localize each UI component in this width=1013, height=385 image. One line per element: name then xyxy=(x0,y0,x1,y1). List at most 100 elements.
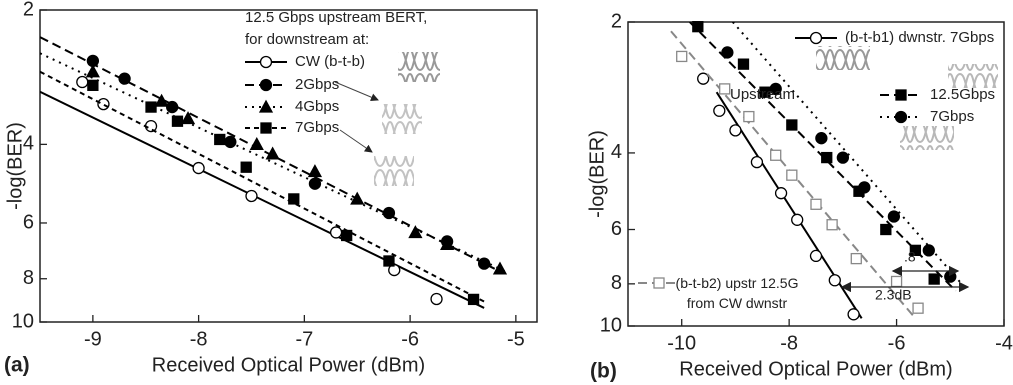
x-tick-label: -8 xyxy=(190,328,208,350)
annotation: .8 xyxy=(904,249,916,265)
marker xyxy=(479,258,490,269)
marker xyxy=(816,133,827,144)
arrow xyxy=(340,130,372,152)
marker xyxy=(945,271,956,282)
y-tick-label: 8 xyxy=(611,272,622,294)
x-tick-label: -8 xyxy=(780,332,798,354)
marker xyxy=(251,138,263,149)
marker xyxy=(146,102,156,112)
panel-label: (a) xyxy=(4,354,30,377)
marker xyxy=(881,225,891,235)
marker xyxy=(431,293,442,304)
marker xyxy=(494,263,506,274)
marker xyxy=(744,112,754,122)
marker xyxy=(77,77,88,88)
plot-frame xyxy=(40,10,537,322)
eye-diagram xyxy=(374,156,414,186)
annotation: 2.3dB xyxy=(875,287,912,303)
legend-label: 4Gbps xyxy=(295,98,339,115)
legend-label: 7Gbps xyxy=(930,108,974,125)
eye-diagram xyxy=(948,64,998,88)
marker xyxy=(851,254,861,264)
y-tick-label: 6 xyxy=(23,211,34,233)
marker xyxy=(751,157,762,168)
y-tick-label: 10 xyxy=(12,310,34,332)
chart: -9-8-7-6-5246810Received Optical Power (… xyxy=(0,0,1013,385)
legend-title: 12.5 Gbps upstream BERT, xyxy=(245,9,427,26)
marker xyxy=(693,22,703,32)
legend-entry: 2Gbps xyxy=(245,76,339,93)
eye-diagram xyxy=(816,46,870,70)
legend-label: 2Gbps xyxy=(295,76,339,93)
marker xyxy=(720,84,730,94)
marker xyxy=(384,256,394,266)
marker xyxy=(261,80,272,91)
marker xyxy=(787,170,797,180)
x-axis-label: Received Optical Power (dBm) xyxy=(679,358,952,380)
marker xyxy=(859,182,870,193)
marker xyxy=(88,80,98,90)
y-axis-label: -log(BER) xyxy=(4,122,26,210)
marker xyxy=(225,136,236,147)
marker xyxy=(87,66,99,77)
eye-diagram xyxy=(900,126,954,150)
marker xyxy=(351,193,363,204)
arrow xyxy=(335,82,378,100)
marker xyxy=(827,220,837,230)
marker xyxy=(215,134,225,144)
marker xyxy=(409,226,421,237)
y-tick-label: 6 xyxy=(611,218,622,240)
legend-entry: 7Gbps xyxy=(880,108,974,125)
marker xyxy=(677,51,687,61)
marker xyxy=(469,294,479,304)
eye-diagram xyxy=(398,52,440,82)
y-tick-label: 8 xyxy=(23,267,34,289)
marker xyxy=(771,150,781,160)
x-tick-label: -6 xyxy=(401,328,419,350)
legend-entry: CW (b-t-b) xyxy=(245,53,365,70)
legend-label: (b-t-b1) dwnstr. 7Gbps xyxy=(845,29,994,46)
marker xyxy=(722,47,733,58)
marker xyxy=(776,188,787,199)
legend-label: (b-t-b2) upstr 12.5G from CW dwnstr xyxy=(672,273,802,313)
legend-label: 12.5Gbps xyxy=(930,86,995,103)
marker xyxy=(309,178,320,189)
marker xyxy=(172,116,182,126)
x-tick-label: -10 xyxy=(667,332,696,354)
marker xyxy=(913,303,923,313)
marker xyxy=(923,245,934,256)
x-tick-label: -4 xyxy=(995,332,1013,354)
arrow xyxy=(352,118,380,150)
marker xyxy=(892,276,902,286)
marker xyxy=(896,112,907,123)
marker xyxy=(896,90,906,100)
marker xyxy=(260,101,272,112)
marker xyxy=(829,275,840,286)
marker xyxy=(289,194,299,204)
marker xyxy=(246,190,257,201)
x-tick-label: -9 xyxy=(84,328,102,350)
legend-label: 7Gbps xyxy=(295,119,339,136)
marker xyxy=(738,59,748,69)
legend-title: Upstream xyxy=(730,86,795,103)
marker xyxy=(261,123,271,133)
legend-title: for downstream at: xyxy=(245,31,369,48)
marker xyxy=(811,33,822,44)
y-axis-label: -log(BER) xyxy=(586,130,608,218)
x-tick-label: -6 xyxy=(888,332,906,354)
marker xyxy=(714,105,725,116)
marker xyxy=(822,153,832,163)
marker xyxy=(167,102,178,113)
marker xyxy=(342,230,352,240)
marker xyxy=(261,57,272,68)
marker xyxy=(119,73,130,84)
x-tick-label: -7 xyxy=(295,328,313,350)
fit-line xyxy=(40,53,505,271)
marker xyxy=(929,274,939,284)
x-axis-label: Received Optical Power (dBm) xyxy=(152,354,425,376)
marker xyxy=(654,278,664,288)
marker xyxy=(241,162,251,172)
marker xyxy=(837,152,848,163)
legend-entry: (b-t-b1) dwnstr. 7Gbps xyxy=(795,29,994,46)
